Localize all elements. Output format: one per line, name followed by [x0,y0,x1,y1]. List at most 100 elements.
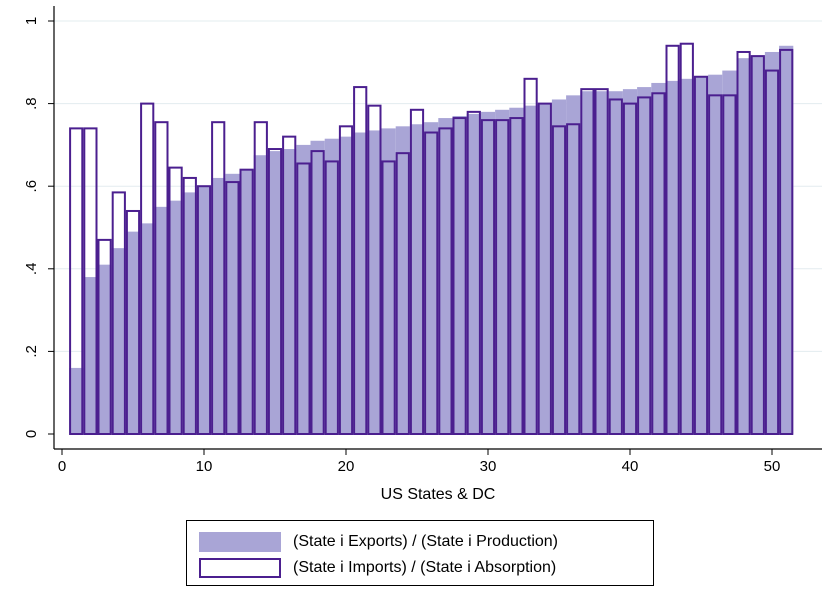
bar-exports-41 [637,87,652,434]
y-tick-label-0: 0 [23,430,40,438]
bar-imports-11 [211,121,226,435]
bar-exports-14 [253,155,268,434]
bar-imports-7 [154,121,169,435]
bar-imports-19 [324,160,339,435]
bar-exports-29 [466,113,481,435]
exports-series [69,45,794,435]
bar-exports-18 [310,140,325,434]
bar-exports-10 [196,186,212,434]
bar-exports-33 [523,105,538,434]
bar-imports-46 [708,94,723,435]
bar-imports-13 [239,168,254,435]
x-tick-label-4: 40 [622,458,639,475]
bar-imports-26 [424,131,439,435]
x-axis-title: US States & DC [381,486,496,503]
y-tick-label-1: .2 [23,345,40,358]
bar-exports-21 [353,132,368,434]
y-tick-label-5: 1 [23,17,40,25]
bar-imports-2 [83,127,98,435]
bar-exports-31 [495,109,510,435]
bar-imports-18 [310,150,325,435]
bar-imports-25 [409,108,425,435]
bar-exports-37 [580,91,595,435]
bar-imports-45 [693,75,709,435]
legend-swatch-imports [199,558,281,578]
bar-imports-4 [111,191,126,435]
bar-imports-9 [182,176,197,435]
bar-imports-10 [196,185,212,435]
bar-exports-4 [111,248,126,434]
bar-exports-24 [395,126,410,434]
x-tick-label-1: 10 [196,458,213,475]
bar-exports-35 [551,99,567,434]
bar-exports-1 [69,367,84,434]
bar-imports-27 [438,127,453,435]
bar-imports-8 [168,166,183,436]
bar-exports-16 [282,149,297,434]
bar-exports-26 [424,122,439,434]
bar-imports-28 [452,117,467,436]
legend-item-imports: (State i Imports) / (State i Absorption) [199,557,556,579]
bar-exports-32 [509,107,524,434]
bar-imports-49 [750,55,765,435]
bar-exports-34 [537,103,552,434]
bar-exports-13 [239,169,254,434]
bar-imports-36 [566,123,581,435]
bar-imports-17 [296,162,311,436]
axes [53,6,822,450]
bar-imports-37 [580,88,595,436]
bar-imports-42 [651,92,666,436]
bar-exports-17 [296,144,311,434]
bar-exports-44 [679,78,694,434]
bar-exports-47 [722,70,737,434]
bar-imports-16 [282,135,297,435]
bar-imports-33 [523,77,538,435]
x-axis-ticks: 0 10 20 30 40 50 [58,449,781,475]
legend-item-exports: (State i Exports) / (State i Production) [199,531,558,553]
bar-exports-22 [367,130,382,434]
bar-exports-49 [750,56,765,434]
bar-imports-38 [594,88,609,436]
bar-exports-28 [452,115,467,435]
x-tick-label-0: 0 [58,458,66,475]
bar-imports-30 [480,119,496,436]
bar-exports-38 [594,91,609,435]
bar-exports-12 [225,173,240,434]
bar-imports-29 [466,110,481,436]
bar-imports-3 [97,238,112,435]
bar-exports-36 [566,95,581,434]
bar-imports-50 [764,69,780,435]
bar-imports-23 [381,160,396,435]
bar-imports-14 [253,121,268,435]
bar-exports-8 [168,200,183,434]
x-tick-label-2: 20 [338,458,355,475]
bar-exports-43 [665,80,680,434]
bar-exports-50 [764,51,780,434]
bar-exports-6 [140,223,155,434]
bar-exports-9 [182,192,197,434]
bar-imports-12 [225,181,240,435]
x-tick-label-5: 50 [764,458,781,475]
bar-exports-30 [480,111,496,435]
legend-label-exports: (State i Exports) / (State i Production) [293,533,558,550]
legend-label-imports: (State i Imports) / (State i Absorption) [293,559,557,576]
bar-imports-31 [495,119,510,436]
bar-imports-41 [637,96,652,435]
bar-imports-39 [608,98,623,435]
y-axis-ticks: 0 .2 .4 .6 .8 1 [23,17,54,438]
bar-exports-40 [622,89,638,435]
bar-imports-32 [509,117,524,436]
bar-exports-45 [693,76,709,434]
bar-exports-11 [211,177,226,434]
bar-imports-34 [537,102,552,435]
bar-imports-20 [338,125,354,435]
y-tick-label-3: .6 [23,180,40,193]
bar-exports-23 [381,128,396,434]
bar-exports-39 [608,91,623,435]
y-tick-label-4: .8 [23,97,40,110]
imports-series [69,42,794,436]
bar-imports-43 [665,44,680,435]
y-tick-label-2: .4 [23,263,40,276]
bar-imports-44 [679,42,694,436]
